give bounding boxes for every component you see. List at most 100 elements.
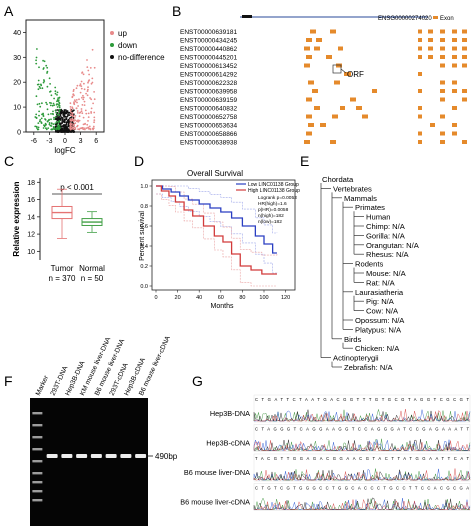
exon-block (308, 123, 314, 127)
transcript-id: ENST00000653634 (180, 123, 237, 130)
exon-block (306, 114, 312, 119)
volcano-point-up (93, 66, 96, 69)
survival-x-tick-label: 80 (239, 295, 245, 301)
exon-block (452, 89, 457, 93)
volcano-point-up (71, 96, 74, 99)
exon-block (440, 46, 445, 51)
volcano-point-up (72, 115, 74, 118)
volcano-point-up (81, 96, 83, 99)
volcano-point-up (74, 115, 77, 117)
volcano-point-up (78, 98, 80, 101)
volcano-point-up (69, 102, 72, 105)
chromatogram-trace-box (253, 483, 471, 511)
tree-node-label: Zebrafish: N/A (344, 363, 393, 372)
volcano-point-up (75, 107, 78, 110)
volcano-point-up (80, 80, 83, 83)
transcript-labels: ENST00000639181ENST00000434245ENST000004… (180, 29, 237, 147)
survival-stat: n(low)=182 (258, 219, 282, 225)
exon-block (314, 46, 320, 51)
volcano-point-down (37, 128, 40, 131)
gel-bands (32, 412, 147, 502)
volcano-point-up (80, 127, 83, 130)
volcano-point-down (42, 59, 44, 62)
volcano-point-down (48, 77, 51, 80)
volcano-point-down (38, 85, 41, 88)
volcano-point-down (38, 120, 41, 123)
exon-block (440, 97, 445, 102)
volcano-point-down (35, 62, 38, 65)
exon-block (428, 46, 433, 51)
exon-block (440, 38, 445, 42)
legend-nodiff-label: no-difference (118, 53, 165, 62)
volcano-point-up (79, 84, 81, 87)
volcano-point-up (93, 111, 96, 114)
exon-block (332, 114, 338, 119)
volcano-point (66, 111, 69, 114)
volcano-y-tick-label: 30 (13, 55, 21, 62)
volcano-point-down (48, 122, 51, 124)
volcano-point-up (87, 69, 90, 72)
legend-up-marker (110, 31, 114, 35)
volcano-point (65, 116, 67, 118)
chromatogram-trace-box (253, 394, 471, 423)
volcano-point-up (91, 48, 94, 51)
volcano-point-down (42, 127, 45, 129)
volcano-point-up (78, 115, 81, 118)
exon-block (418, 114, 422, 119)
volcano-point-down (49, 104, 52, 107)
gel-image (30, 398, 148, 526)
tree-node-label: Mammals (344, 194, 377, 203)
volcano-point (59, 112, 61, 115)
volcano-point-down (40, 84, 43, 87)
volcano-x-tick-label: 3 (79, 138, 83, 145)
volcano-point-down (54, 86, 57, 89)
volcano-x-label: logFC (54, 146, 76, 155)
volcano-point-down (40, 117, 43, 120)
volcano-point-up (88, 125, 91, 128)
volcano-point-down (55, 128, 58, 131)
exon-block (334, 80, 340, 85)
exon-block (452, 63, 457, 68)
exon-block (304, 63, 310, 68)
volcano-y-tick-label: 20 (13, 80, 21, 87)
volcano-point-up (89, 97, 91, 99)
volcano-point-up (93, 116, 96, 119)
volcano-point-down (46, 66, 49, 69)
volcano-x-tick-label: 0 (63, 138, 67, 145)
chromatogram-bases: CTGATTCTAATGACGGTTTGTGCGTAGGTCGCGT (255, 397, 469, 402)
expression-boxplot: 10 12 14 16 18 Relative expression p < 0.001… (12, 178, 105, 283)
volcano-point (68, 120, 70, 123)
volcano-point-down (41, 102, 43, 105)
exon-block (462, 89, 467, 93)
volcano-point-up (69, 109, 72, 112)
volcano-point-down (38, 114, 40, 117)
volcano-point-up (90, 82, 93, 85)
gel-marker-band (32, 424, 43, 427)
tree-node-label: Opossum: N/A (355, 316, 405, 325)
volcano-point-down (53, 97, 55, 100)
volcano-point-up (85, 92, 87, 95)
volcano-point-down (58, 111, 61, 113)
transcript-id: ENST00000440862 (180, 46, 237, 53)
volcano-point-up (87, 112, 90, 115)
tree-node-label: Chicken: N/A (355, 344, 400, 353)
survival-x-tick-label: 0 (154, 295, 157, 301)
exon-block (462, 29, 467, 34)
exon-block (428, 29, 433, 34)
volcano-point-down (38, 102, 41, 105)
volcano-point-down (52, 113, 54, 116)
volcano-point (60, 125, 63, 128)
volcano-point-down (50, 128, 53, 131)
volcano-point-down (35, 59, 37, 62)
volcano-point-down (36, 127, 38, 129)
survival-ci-high (156, 185, 278, 256)
volcano-point (73, 109, 75, 112)
exon-block (418, 55, 422, 59)
gel-marker-band (32, 448, 43, 451)
exon-block (330, 140, 336, 144)
exon-block (440, 89, 445, 93)
volcano-point-up (74, 100, 77, 103)
survival-x-label: Months (211, 303, 234, 310)
